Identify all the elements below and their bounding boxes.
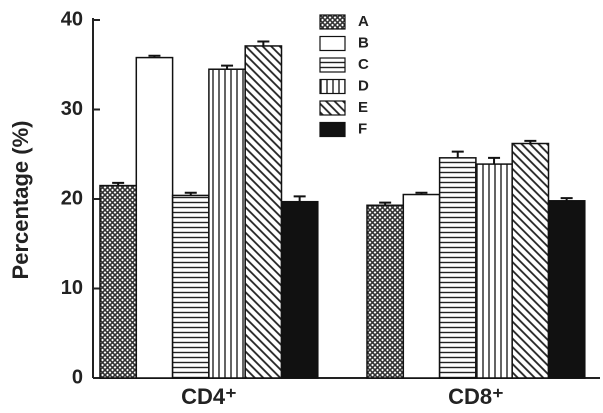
error-bar bbox=[524, 139, 537, 144]
bar bbox=[171, 194, 210, 379]
bar bbox=[280, 200, 319, 379]
legend-label: B bbox=[358, 34, 369, 51]
legend-label: F bbox=[358, 120, 367, 137]
legend-swatch bbox=[319, 78, 346, 95]
legend-swatch bbox=[319, 121, 346, 138]
error-bar bbox=[488, 156, 501, 165]
legend-label: D bbox=[358, 77, 369, 94]
legend-swatch bbox=[319, 57, 346, 73]
legend-label: C bbox=[358, 56, 369, 73]
legend-label: E bbox=[358, 99, 368, 116]
bar bbox=[511, 142, 550, 379]
x-tick-label: CD4⁺ bbox=[181, 384, 237, 409]
bar bbox=[547, 200, 586, 379]
legend-swatch bbox=[319, 14, 346, 30]
error-bar bbox=[148, 54, 161, 58]
bar bbox=[366, 204, 405, 379]
legend-swatch bbox=[319, 100, 346, 116]
error-bar bbox=[415, 191, 428, 195]
error-bar bbox=[257, 40, 270, 46]
bar bbox=[244, 45, 283, 379]
x-tick-label: CD8⁺ bbox=[448, 384, 504, 409]
legend-label: A bbox=[358, 13, 369, 30]
error-bar bbox=[112, 181, 125, 186]
bar bbox=[99, 184, 138, 379]
error-bar bbox=[184, 191, 197, 196]
error-bar bbox=[221, 64, 234, 70]
bar bbox=[208, 68, 246, 379]
bar bbox=[135, 56, 174, 379]
y-tick-label: 10 bbox=[61, 277, 83, 299]
error-bar bbox=[560, 197, 573, 201]
bar bbox=[402, 193, 441, 379]
y-tick-label: 0 bbox=[72, 366, 83, 388]
y-tick-label: 20 bbox=[61, 187, 83, 209]
bar bbox=[438, 157, 477, 379]
error-bar bbox=[293, 195, 306, 202]
error-bar bbox=[451, 150, 464, 158]
bar bbox=[475, 163, 513, 379]
legend-swatch bbox=[319, 35, 346, 52]
error-bar bbox=[379, 201, 392, 206]
y-tick-label: 40 bbox=[61, 8, 83, 30]
y-axis-label: Percentage (%) bbox=[8, 121, 33, 280]
y-tick-label: 30 bbox=[61, 98, 83, 120]
